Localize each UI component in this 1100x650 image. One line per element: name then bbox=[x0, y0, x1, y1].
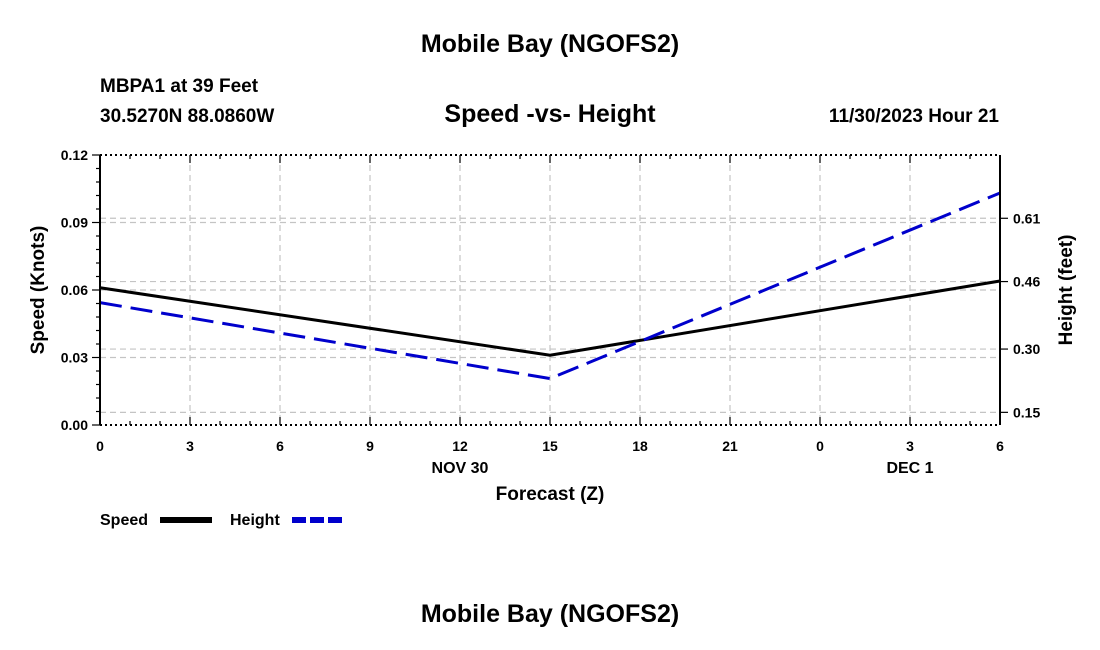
footer-title: Mobile Bay (NGOFS2) bbox=[420, 600, 680, 628]
chart-title: Speed -vs- Height bbox=[444, 100, 656, 128]
legend-label-speed: Speed bbox=[100, 512, 148, 529]
x-tick-label: 3 bbox=[186, 438, 194, 454]
x-tick-label: 0 bbox=[96, 438, 104, 454]
y-tick-label: 0.00 bbox=[61, 417, 88, 433]
y-tick-label: 0.03 bbox=[61, 350, 88, 366]
x-tick-label: 15 bbox=[542, 438, 558, 454]
x-tick-label: 21 bbox=[722, 438, 738, 454]
axis-ticks bbox=[92, 154, 1008, 426]
forecast-datetime: 11/30/2023 Hour 21 bbox=[828, 106, 999, 127]
grid bbox=[100, 155, 1000, 425]
series-line-speed bbox=[99, 279, 1001, 357]
series-line-height bbox=[99, 191, 1001, 381]
x-tick-label: 0 bbox=[816, 438, 824, 454]
y-tick-label: 0.12 bbox=[61, 147, 88, 163]
x-tick-label: 12 bbox=[452, 438, 468, 454]
coordinates-label: 30.5270N 88.0860W bbox=[100, 106, 275, 127]
series-lines bbox=[99, 191, 1001, 381]
x-axis-label: Forecast (Z) bbox=[496, 484, 605, 505]
y2-tick-label: 0.46 bbox=[1013, 274, 1040, 290]
legend: Speed Height bbox=[100, 512, 344, 529]
y2-tick-label: 0.61 bbox=[1013, 210, 1040, 226]
x-tick-label: 6 bbox=[996, 438, 1004, 454]
y-tick-label: 0.06 bbox=[61, 282, 88, 298]
x-tick-label: 18 bbox=[632, 438, 648, 454]
y-tick-label: 0.09 bbox=[61, 215, 88, 231]
x-tick-label: 9 bbox=[366, 438, 374, 454]
x-date-label: DEC 1 bbox=[886, 460, 933, 477]
x-tick-label: 3 bbox=[906, 438, 914, 454]
y2-tick-label: 0.15 bbox=[1013, 404, 1040, 420]
y2-tick-label: 0.30 bbox=[1013, 341, 1040, 357]
legend-label-height: Height bbox=[230, 512, 280, 529]
page-title: Mobile Bay (NGOFS2) bbox=[420, 30, 680, 58]
x-date-label: NOV 30 bbox=[432, 460, 489, 477]
y2-axis-label: Height (feet) bbox=[1056, 235, 1077, 346]
x-tick-label: 6 bbox=[276, 438, 284, 454]
station-label: MBPA1 at 39 Feet bbox=[100, 76, 259, 97]
axis-labels: 0 3 6 9 12 15 18 21 0 3 6 NOV 30 DEC 1 Forecast (Z) 0.… bbox=[28, 147, 1077, 505]
y-axis-label: Speed (Knots) bbox=[28, 226, 49, 355]
